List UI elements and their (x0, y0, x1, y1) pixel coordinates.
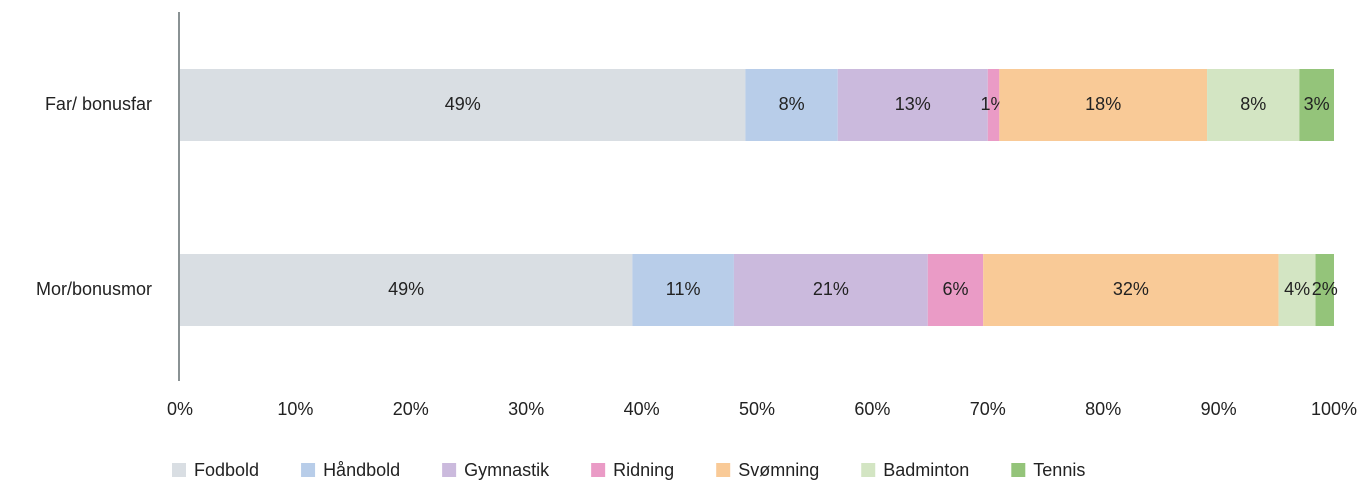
bar-segment (733, 254, 928, 326)
bar-segment (1299, 69, 1334, 141)
data-label: 6% (942, 279, 968, 299)
bar-segment (927, 254, 984, 326)
bar-segment (983, 254, 1279, 326)
data-label: 49% (388, 279, 424, 299)
y-tick-label: Mor/bonusmor (36, 279, 152, 299)
x-tick-label: 100% (1311, 399, 1357, 419)
legend-label: Svømning (738, 460, 819, 480)
data-label: 8% (1240, 94, 1266, 114)
x-tick-label: 60% (854, 399, 890, 419)
legend-label: Badminton (883, 460, 969, 480)
legend-swatch (442, 463, 457, 477)
x-tick-label: 0% (167, 399, 193, 419)
data-label: 3% (1304, 94, 1330, 114)
bar-segment (987, 69, 1000, 141)
legend-swatch (1011, 463, 1026, 477)
data-label: 8% (779, 94, 805, 114)
legend-label: Ridning (613, 460, 674, 480)
x-tick-label: 90% (1201, 399, 1237, 419)
y-tick-label: Far/ bonusfar (45, 94, 152, 114)
legend-label: Håndbold (323, 460, 400, 480)
legend-label: Tennis (1033, 460, 1085, 480)
bar-segment (837, 69, 988, 141)
legend-swatch (716, 463, 731, 477)
bar-segment (999, 69, 1208, 141)
x-tick-label: 80% (1085, 399, 1121, 419)
data-label: 2% (1312, 279, 1338, 299)
data-label: 11% (666, 279, 701, 299)
legend-label: Fodbold (194, 460, 259, 480)
x-tick-label: 50% (739, 399, 775, 419)
legend-label: Gymnastik (464, 460, 550, 480)
legend-swatch (301, 463, 316, 477)
x-tick-label: 40% (624, 399, 660, 419)
bar-segment (1315, 254, 1334, 326)
data-label: 32% (1113, 279, 1149, 299)
bar-segment (180, 254, 633, 326)
data-label: 21% (813, 279, 849, 299)
data-label: 49% (445, 94, 481, 114)
legend-swatch (861, 463, 876, 477)
x-tick-label: 20% (393, 399, 429, 419)
bar-segment (632, 254, 734, 326)
x-tick-label: 30% (508, 399, 544, 419)
data-label: 4% (1284, 279, 1310, 299)
bar-segment (1207, 69, 1300, 141)
bar-segment (180, 69, 746, 141)
data-label: 13% (895, 94, 931, 114)
data-label: 18% (1085, 94, 1121, 114)
bar-segment (745, 69, 838, 141)
legend-swatch (172, 463, 186, 477)
x-tick-label: 70% (970, 399, 1006, 419)
x-tick-label: 10% (277, 399, 313, 419)
legend-swatch (591, 463, 606, 477)
bar-segment (1278, 254, 1316, 326)
